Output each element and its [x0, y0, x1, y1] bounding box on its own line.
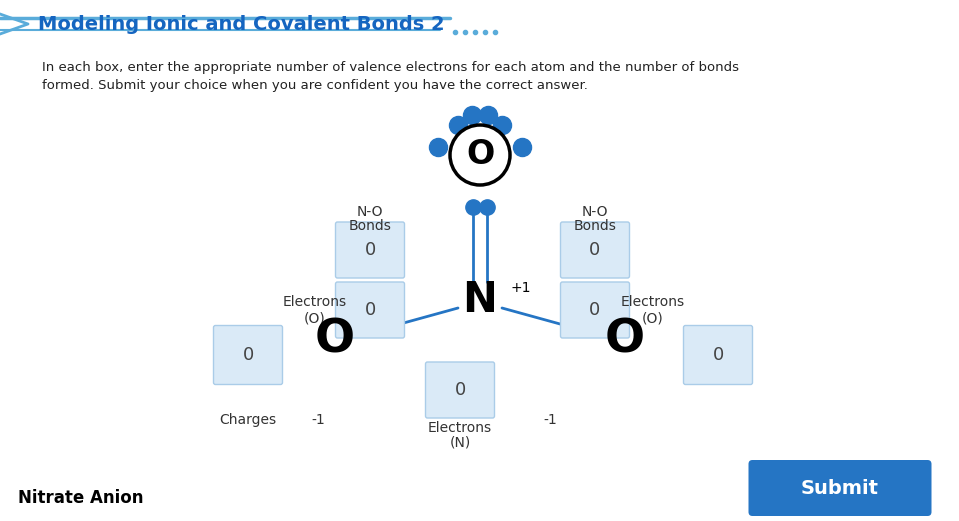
Text: (O): (O) — [643, 311, 664, 325]
Text: O: O — [605, 317, 645, 363]
FancyBboxPatch shape — [684, 326, 753, 384]
Text: -1: -1 — [311, 413, 325, 427]
FancyBboxPatch shape — [560, 222, 629, 278]
Text: 0: 0 — [713, 346, 724, 364]
Text: O: O — [466, 139, 494, 171]
Text: Bonds: Bonds — [348, 219, 391, 233]
Text: +1: +1 — [510, 281, 530, 295]
FancyBboxPatch shape — [336, 282, 405, 338]
FancyBboxPatch shape — [560, 282, 629, 338]
FancyBboxPatch shape — [749, 460, 931, 516]
Text: (O): (O) — [304, 311, 326, 325]
Text: formed. Submit your choice when you are confident you have the correct answer.: formed. Submit your choice when you are … — [42, 79, 588, 92]
FancyBboxPatch shape — [336, 222, 405, 278]
Text: (N): (N) — [450, 435, 471, 449]
Text: N: N — [462, 279, 498, 321]
Text: Electrons: Electrons — [428, 421, 492, 435]
Circle shape — [450, 125, 510, 185]
FancyBboxPatch shape — [214, 326, 283, 384]
Text: 0: 0 — [590, 241, 600, 259]
Text: 0: 0 — [455, 381, 466, 399]
Text: Nitrate Anion: Nitrate Anion — [18, 489, 144, 507]
Text: O: O — [315, 317, 355, 363]
Text: N-O: N-O — [582, 205, 608, 219]
Text: -1: -1 — [543, 413, 557, 427]
Text: 0: 0 — [364, 241, 376, 259]
Text: In each box, enter the appropriate number of valence electrons for each atom and: In each box, enter the appropriate numbe… — [42, 61, 739, 75]
Text: Submit: Submit — [801, 478, 879, 498]
Text: Charges: Charges — [220, 413, 276, 427]
Text: Electrons: Electrons — [620, 295, 685, 309]
Text: 0: 0 — [243, 346, 253, 364]
Text: Electrons: Electrons — [283, 295, 347, 309]
Text: N-O: N-O — [357, 205, 384, 219]
Text: Bonds: Bonds — [573, 219, 617, 233]
FancyBboxPatch shape — [426, 362, 495, 418]
Text: Modeling Ionic and Covalent Bonds 2: Modeling Ionic and Covalent Bonds 2 — [38, 15, 445, 33]
Text: 0: 0 — [364, 301, 376, 319]
Text: 0: 0 — [590, 301, 600, 319]
